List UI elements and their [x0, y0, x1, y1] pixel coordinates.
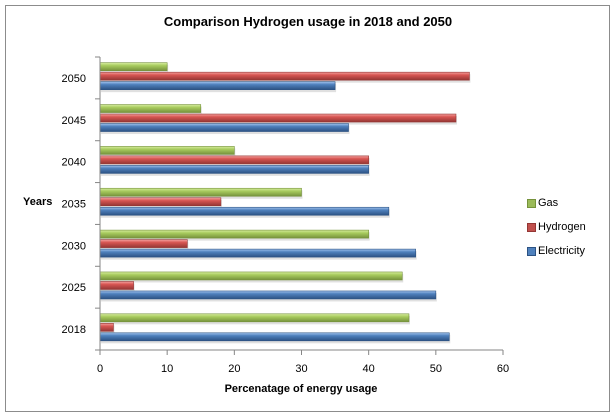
x-tick-label: 0	[97, 363, 103, 375]
bar-hydrogen-2040	[99, 155, 369, 165]
y-axis-title: Years	[23, 196, 52, 208]
bar-gas-2035	[99, 187, 302, 197]
x-tick-label: 40	[363, 363, 375, 375]
x-axis-title: Percenatage of energy usage	[225, 383, 378, 395]
bar-hydrogen-2050	[99, 71, 470, 81]
y-tick-label: 2035	[62, 199, 86, 211]
bar-gas-2040	[99, 146, 235, 155]
bar-gas-2018	[99, 313, 410, 323]
y-tick-label: 2050	[62, 73, 86, 85]
x-tick-label: 50	[430, 363, 442, 375]
bar-gas-2025	[99, 271, 403, 281]
bar-gas-2045	[99, 104, 202, 113]
bar-electricity-2040	[99, 165, 369, 174]
y-tick-label: 2030	[62, 240, 86, 252]
legend-swatch-hydrogen	[527, 222, 536, 232]
x-tick-label: 10	[161, 363, 173, 375]
bar-gas-2050	[99, 62, 168, 71]
bar-gas-2030	[99, 229, 369, 239]
legend-swatch-electricity	[527, 246, 536, 256]
bar-electricity-2030	[99, 248, 416, 258]
legend-item-gas: Gas	[527, 196, 586, 210]
bar-electricity-2050	[99, 81, 336, 90]
legend-item-electricity: Electricity	[527, 244, 586, 258]
bar-electricity-2045	[99, 123, 349, 132]
legend-label-electricity: Electricity	[538, 245, 586, 257]
legend-label-hydrogen: Hydrogen	[538, 221, 586, 233]
legend-item-hydrogen: Hydrogen	[527, 220, 586, 234]
legend-label-gas: Gas	[538, 197, 559, 209]
y-tick-label: 2040	[62, 157, 86, 169]
y-tick-label: 2025	[62, 282, 86, 294]
chart-title: Comparison Hydrogen usage in 2018 and 20…	[163, 14, 453, 29]
chart-legend: Gas Hydrogen Electricity	[527, 196, 586, 268]
bar-hydrogen-2018	[99, 323, 114, 332]
bar-electricity-2035	[99, 206, 390, 216]
bar-hydrogen-2035	[99, 197, 222, 207]
bar-electricity-2018	[99, 332, 450, 342]
x-tick-label: 20	[228, 363, 240, 375]
bar-hydrogen-2030	[99, 239, 188, 248]
y-tick-label: 2018	[62, 324, 86, 336]
x-tick-label: 60	[497, 363, 509, 375]
bar-electricity-2025	[99, 290, 437, 300]
bar-hydrogen-2045	[99, 113, 457, 123]
y-tick-label: 2045	[62, 115, 86, 127]
x-tick-label: 30	[295, 363, 307, 375]
bar-hydrogen-2025	[99, 281, 134, 290]
legend-swatch-gas	[527, 198, 536, 208]
